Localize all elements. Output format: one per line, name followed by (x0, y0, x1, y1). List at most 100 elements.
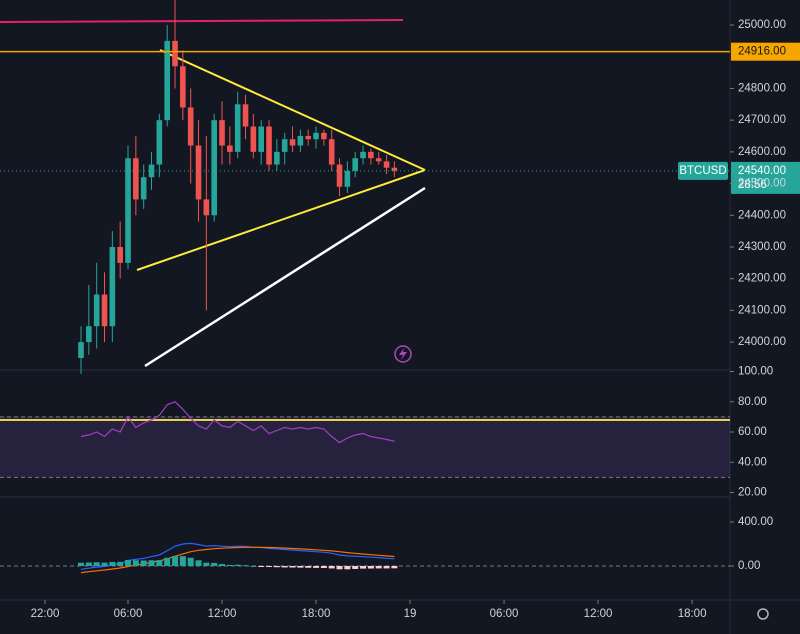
candle-body (258, 126, 264, 152)
y-tick-label: 24600.00 (738, 146, 786, 158)
macd-histogram-bar (250, 565, 257, 567)
candle-body (109, 246, 116, 327)
macd-histogram-bar (78, 562, 85, 566)
candle-body (117, 246, 123, 263)
candle-body (383, 161, 390, 168)
alert-icon[interactable] (394, 345, 412, 363)
macd-histogram-bar (367, 565, 374, 569)
candle-body (344, 170, 351, 187)
x-tick-label: 06:00 (114, 608, 143, 620)
candle-body (133, 158, 139, 200)
macd-histogram-bar (117, 561, 124, 566)
candle-body (164, 40, 170, 121)
candle-body (321, 132, 327, 140)
last-price-label: 24540.00 (738, 165, 786, 177)
symbol-label: BTCUSD (679, 165, 726, 177)
y-tick-label: 0.00 (738, 560, 760, 572)
rsi-band (0, 416, 730, 478)
macd-histogram-bar (305, 565, 312, 568)
candle-body (140, 177, 147, 200)
macd-histogram-bar (328, 565, 335, 569)
macd-histogram-bar (266, 565, 273, 567)
macd-histogram-bar (187, 557, 194, 566)
macd-histogram-bar (289, 565, 296, 568)
candle-body (195, 145, 202, 200)
candle-body (101, 294, 108, 327)
candle-body (289, 139, 296, 146)
triangle-upper (159, 49, 426, 171)
macd-histogram-bar (109, 561, 116, 566)
macd-histogram-bar (140, 560, 147, 566)
x-tick-label: 12:00 (208, 608, 237, 620)
candle-body (86, 326, 92, 343)
alert-icon-bolt (399, 348, 407, 360)
candle-body (219, 120, 225, 146)
candle-body (352, 158, 359, 171)
macd-histogram-bar (352, 565, 359, 569)
y-tick-label: 24700.00 (738, 114, 786, 126)
macd-histogram-bar (164, 557, 171, 566)
macd-histogram-bar (125, 559, 132, 566)
macd-histogram-bar (172, 555, 179, 566)
macd-histogram-bar (179, 556, 186, 566)
trend-line (0, 19, 404, 23)
macd-histogram-bar (320, 565, 327, 568)
last-price-box (731, 161, 800, 194)
macd-histogram-bar (101, 562, 108, 566)
candle-body (328, 139, 335, 165)
macd-histogram-bar (375, 565, 382, 569)
candle-body (336, 164, 343, 187)
macd-histogram-bar (148, 560, 155, 566)
candle-body (172, 40, 178, 67)
candle-body (266, 126, 272, 165)
rsi-line (80, 401, 395, 444)
candle-body (211, 120, 217, 216)
y-tick-label: 80.00 (738, 396, 767, 408)
macd-histogram-bar (258, 565, 265, 567)
candle-body (375, 158, 382, 162)
y-tick-label: 20.00 (738, 486, 767, 498)
candle-body (148, 164, 155, 178)
candle-body (93, 294, 100, 327)
macd-histogram-bar (226, 564, 233, 566)
candle-body (281, 139, 288, 152)
x-tick-label: 18:00 (302, 608, 331, 620)
macd-histogram-bar (391, 565, 398, 569)
candle-body (368, 151, 374, 159)
x-tick-label: 12:00 (584, 608, 613, 620)
candle-body (297, 136, 304, 146)
price-label: 24916.00 (738, 46, 786, 58)
macd-histogram-bar (297, 565, 304, 568)
candle-body (305, 136, 312, 140)
candle-body (313, 132, 319, 140)
y-tick-label: 24300.00 (738, 241, 786, 253)
settings-icon[interactable] (757, 608, 769, 620)
candle-body (242, 104, 249, 127)
symbol-box (678, 161, 728, 180)
plot-layer: 24916.00BTCUSD24540.0028:56'2322:0006:00… (0, 0, 800, 620)
macd-histogram-bar (360, 565, 367, 569)
y-tick-label: 100.00 (738, 366, 773, 378)
macd-histogram-bar (132, 560, 139, 566)
macd-histogram-bar (93, 562, 100, 566)
x-tick-label: 22:00 (31, 608, 60, 620)
support-line (144, 186, 426, 368)
y-tick-label: 24800.00 (738, 82, 786, 94)
macd-histogram-bar (85, 562, 92, 566)
candle-body (391, 167, 398, 171)
y-tick-label: 40.00 (738, 456, 767, 468)
countdown: 28:56 (738, 179, 767, 191)
macd-histogram-bar (383, 565, 390, 569)
macd-histogram-bar (219, 564, 226, 566)
macd-histogram-bar (195, 560, 202, 566)
candle-body (227, 145, 233, 152)
candle-body (187, 107, 194, 146)
macd-line (80, 542, 395, 570)
y-tick-label: 24200.00 (738, 273, 786, 285)
candle-body (274, 151, 280, 165)
y-tick-label: 60.00 (738, 426, 767, 438)
price-label-box (731, 42, 800, 61)
